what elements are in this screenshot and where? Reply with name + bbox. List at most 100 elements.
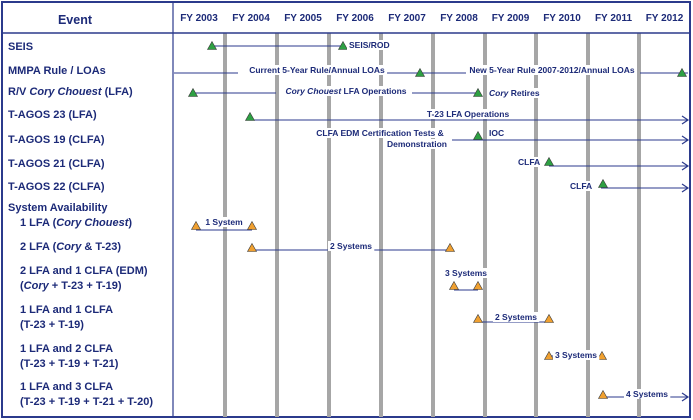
- annotations-10-text_parts-part: CLFA: [570, 181, 592, 191]
- orange-triangle-icon: [448, 280, 460, 290]
- event-label: (T-23 + T-19 + T-21 + T-20): [20, 396, 153, 408]
- annotation-background: [283, 86, 409, 96]
- year-header: FY 2004: [232, 13, 270, 24]
- year-divider: [483, 33, 487, 417]
- events-11-label_parts-part: Cory: [24, 280, 50, 292]
- green-triangle-icon: [244, 111, 256, 121]
- year-header: FY 2007: [388, 13, 426, 24]
- annotation-text: IOC: [489, 128, 504, 138]
- annotations-1-text_parts-part: Current 5-Year Rule/Annual LOAs: [249, 65, 385, 75]
- arrow-right-icon: [681, 183, 690, 193]
- annotations-4-text_parts-part: Retires: [508, 88, 539, 98]
- annotation-background: [203, 217, 246, 227]
- annotations-9-text_parts-part: CLFA: [518, 157, 540, 167]
- arrow-right-icon: [681, 115, 690, 125]
- annotations-5-text_parts-part: T-23 LFA Operations: [427, 109, 510, 119]
- year-divider: [431, 33, 435, 417]
- orange-triangle-icon: [246, 220, 258, 230]
- annotations-0-text_parts-part: SEIS/ROD: [349, 40, 390, 50]
- year-divider: [379, 33, 383, 417]
- event-label: (Cory + T-23 + T-19): [20, 280, 122, 292]
- milestone-markers: [187, 40, 688, 399]
- orange-triangle-icon: [246, 242, 258, 252]
- year-header: FY 2011: [595, 13, 633, 24]
- year-divider: [637, 33, 641, 417]
- events-9-label_parts-part: & T-23): [81, 241, 121, 253]
- events-2-label_parts-part: (LFA): [102, 86, 133, 98]
- orange-triangle-icon: [472, 313, 484, 323]
- events-12-label_parts-part: 1 LFA and 1 CLFA: [20, 304, 113, 316]
- green-triangle-icon: [676, 67, 688, 77]
- annotation-background: [487, 128, 507, 138]
- annotation-background: [568, 181, 595, 191]
- events-8-label_parts-part: Cory Chouest: [56, 217, 129, 229]
- events-15-label_parts-part: (T-23 + T-19 + T-21): [20, 358, 119, 370]
- annotations-15-text_parts-part: 3 Systems: [555, 350, 597, 360]
- annotation-text: New 5-Year Rule 2007-2012/Annual LOAs: [469, 65, 635, 75]
- year-header: FY 2006: [336, 13, 374, 24]
- green-triangle-icon: [472, 87, 484, 97]
- year-header: FY 2012: [646, 13, 684, 24]
- orange-triangle-icon: [543, 350, 555, 360]
- event-label: 2 LFA (Cory & T-23): [20, 241, 121, 253]
- annotation-background: [385, 139, 449, 149]
- event-label: SEIS: [8, 41, 33, 53]
- event-label: 1 LFA and 1 CLFA: [20, 304, 113, 316]
- events-0-label_parts-part: SEIS: [8, 41, 33, 53]
- year-divider: [534, 33, 538, 417]
- event-label: System Availability: [8, 202, 108, 214]
- orange-triangle-icon: [472, 280, 484, 290]
- events-1-label_parts-part: MMPA Rule / LOAs: [8, 65, 106, 77]
- orange-triangle-icon: [596, 350, 608, 360]
- event-label: T-AGOS 19 (CLFA): [8, 134, 105, 146]
- orange-triangle-icon: [543, 313, 555, 323]
- events-9-label_parts-part: 2 LFA (: [20, 241, 57, 253]
- annotation-text: CLFA EDM Certification Tests &: [316, 128, 444, 138]
- orange-triangle-icon: [190, 220, 202, 230]
- event-label: 1 LFA (Cory Chouest): [20, 217, 132, 229]
- event-label: (T-23 + T-19 + T-21): [20, 358, 119, 370]
- annotation-background: [327, 241, 375, 251]
- year-header: FY 2008: [440, 13, 478, 24]
- annotations-13-text_parts-part: 3 Systems: [445, 268, 487, 278]
- annotation-text: CLFA: [518, 157, 540, 167]
- events-13-label_parts-part: (T-23 + T-19): [20, 319, 84, 331]
- annotation-background: [467, 65, 637, 75]
- annotation-background: [487, 88, 542, 98]
- event-column-header: Event: [58, 13, 93, 27]
- annotations-11-text_parts-part: 1 System: [205, 217, 243, 227]
- annotation-background: [442, 268, 490, 278]
- annotation-background: [314, 128, 446, 138]
- arrow-right-icon: [681, 161, 690, 171]
- annotation-background: [247, 65, 388, 75]
- annotation-background: [424, 109, 512, 119]
- event-labels: SEIS MMPA Rule / LOAs R/V Cory Chouest (LF…: [8, 41, 153, 408]
- events-4-label_parts-part: T-AGOS 19 (CLFA): [8, 134, 105, 146]
- event-label: T-AGOS 21 (CLFA): [8, 158, 105, 170]
- annotations-16-text_parts-part: 4 Systems: [626, 389, 668, 399]
- annotation-text: Cory Chouest LFA Operations: [285, 86, 406, 96]
- annotation-text: CLFA: [570, 181, 592, 191]
- green-triangle-icon: [472, 130, 484, 140]
- year-divider: [275, 33, 279, 417]
- annotation-background: [516, 157, 543, 167]
- annotation-text: Demonstration: [387, 139, 447, 149]
- year-header: FY 2005: [284, 13, 322, 24]
- event-label: T-AGOS 22 (CLFA): [8, 181, 105, 193]
- green-triangle-icon: [414, 67, 426, 77]
- annotation-background: [347, 40, 392, 50]
- green-triangle-icon: [187, 87, 199, 97]
- events-14-label_parts-part: 1 LFA and 2 CLFA: [20, 343, 113, 355]
- event-label: R/V Cory Chouest (LFA): [8, 86, 133, 98]
- events-2-label_parts-part: R/V: [8, 86, 29, 98]
- event-label: MMPA Rule / LOAs: [8, 65, 106, 77]
- events-11-label_parts-part: + T-23 + T-19): [49, 280, 122, 292]
- events-5-label_parts-part: T-AGOS 21 (CLFA): [8, 158, 105, 170]
- year-divider: [327, 33, 331, 417]
- green-triangle-icon: [543, 156, 555, 166]
- annotations-6-text_parts-part: CLFA EDM Certification Tests &: [316, 128, 444, 138]
- green-triangle-icon: [597, 178, 609, 188]
- event-label: 2 LFA and 1 CLFA (EDM): [20, 265, 148, 277]
- year-header: FY 2003: [180, 13, 218, 24]
